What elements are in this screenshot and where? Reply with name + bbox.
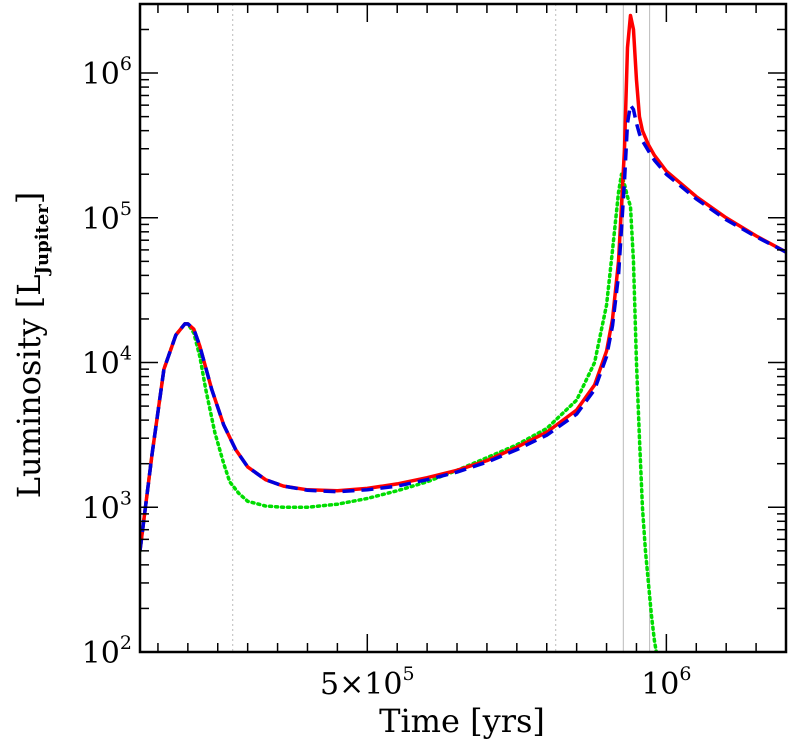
y-axis-title-main: Luminosity [L bbox=[10, 274, 48, 498]
series-line-3 bbox=[140, 103, 786, 552]
series-line-2 bbox=[140, 13, 786, 552]
y-axis-title: Luminosity [LJupiter] bbox=[10, 192, 53, 499]
x-axis-title: Time [yrs] bbox=[379, 702, 545, 740]
y-tick-label-4: 105 bbox=[82, 198, 132, 237]
y-tick-label-5: 106 bbox=[82, 53, 132, 92]
series-lines bbox=[140, 13, 786, 652]
x-tick-label-2: 106 bbox=[641, 663, 691, 702]
vertical-marker-lines bbox=[232, 4, 651, 652]
y-axis-title-subscript: Jupiter bbox=[32, 204, 53, 277]
y-tick-label-1: 102 bbox=[82, 632, 132, 671]
x-tick-label-1: 5×105 bbox=[320, 663, 415, 702]
y-tick-label-2: 103 bbox=[82, 487, 132, 526]
series-line-1 bbox=[140, 172, 659, 652]
y-tick-label-3: 104 bbox=[82, 343, 132, 382]
axis-ticks bbox=[140, 3, 787, 653]
y-axis-title-suffix: ] bbox=[10, 192, 48, 204]
plot-frame bbox=[138, 2, 788, 654]
tick-labels: 102 103 104 105 106 5×105 106 bbox=[82, 53, 692, 702]
